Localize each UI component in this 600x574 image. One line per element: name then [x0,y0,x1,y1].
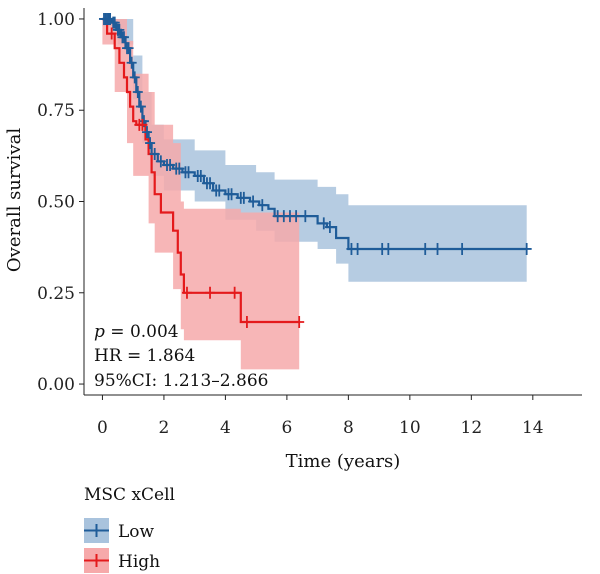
x-tick-label: 12 [461,418,483,438]
censor-mark-low-6 [109,16,120,29]
y-tick-label: 0.75 [37,101,75,121]
x-axis-title: Time (years) [286,451,401,472]
survival-curve-low [102,17,527,251]
censor-mark-low-46 [324,221,335,234]
censor-mark-low-31 [205,177,216,190]
censor-mark-low-38 [248,195,259,208]
censor-mark-low-35 [226,188,237,201]
axes: 0.00 0.25 0.50 0.75 1.00 0 2 4 6 8 10 12 14 [37,8,582,438]
censor-mark-low-27 [183,166,194,179]
legend-label-high: High [118,552,160,572]
survival-curves [102,17,527,324]
p-value-annotation: p = 0.004 [94,322,179,342]
x-tick-label: 6 [281,418,292,438]
censor-mark-low-37 [238,191,249,204]
x-tick-label: 4 [220,418,231,438]
y-axis-title: Overall survival [4,128,25,272]
censor-mark-low-44 [300,210,311,223]
censor-mark-high-7 [294,315,305,328]
y-tick-label: 1.00 [37,10,75,30]
y-tick-label: 0.00 [37,375,75,395]
ci-band-high [102,19,300,370]
censor-mark-low-20 [149,148,160,161]
censor-mark-low-39 [257,199,268,212]
censor-mark-low-48 [352,242,363,255]
censor-mark-low-14 [129,71,140,84]
censor-mark-low-52 [432,242,443,255]
censor-mark-low-23 [165,158,176,171]
legend: MSC xCell Low High [84,485,175,573]
censor-mark-low-43 [291,210,302,223]
censor-mark-low-53 [457,242,468,255]
censor-mark-low-19 [145,137,156,150]
censor-mark-low-51 [420,242,431,255]
censor-mark-low-25 [174,162,185,175]
censor-mark-high-3 [181,286,192,299]
survival-curve-high [102,17,300,324]
censor-marks [98,12,532,328]
censor-mark-low-50 [383,242,394,255]
censor-mark-low-10 [118,31,129,44]
censor-mark-low-8 [114,23,125,36]
x-tick-label: 14 [522,418,544,438]
censor-mark-low-16 [135,100,146,113]
censor-mark-high-4 [205,286,216,299]
censor-mark-high-0 [106,27,117,40]
y-tick-label: 0.50 [37,193,75,213]
x-tick-label: 8 [343,418,354,438]
ci-band-low [102,19,527,282]
x-tick-label: 0 [97,418,108,438]
censor-mark-high-2 [137,118,148,131]
censor-mark-low-12 [123,42,134,55]
censor-mark-low-13 [126,56,137,69]
censor-mark-low-21 [155,155,166,168]
censor-mark-low-29 [195,169,206,182]
censor-mark-low-33 [214,184,225,197]
censor-mark-high-6 [241,315,252,328]
hr-annotation: HR = 1.864 [94,346,195,366]
ci-annotation: 95%CI: 1.213–2.866 [94,371,268,391]
legend-label-low: Low [118,522,155,542]
legend-title: MSC xCell [84,485,175,505]
x-tick-label: 2 [159,418,170,438]
y-tick-label: 0.25 [37,284,75,304]
x-tick-label: 10 [399,418,421,438]
censor-mark-low-45 [318,217,329,230]
censor-mark-low-15 [132,85,143,98]
confidence-bands [102,19,527,370]
censor-mark-low-18 [142,126,153,139]
censor-mark-high-5 [229,286,240,299]
censor-mark-low-54 [521,242,532,255]
